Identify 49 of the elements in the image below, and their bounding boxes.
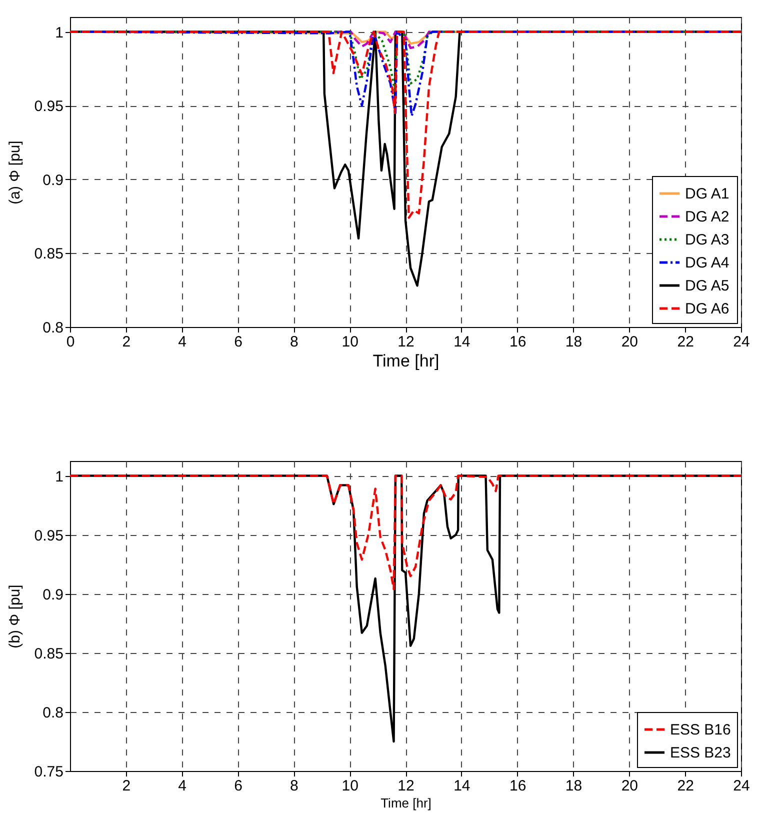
y-tick-label: 0.95	[34, 98, 64, 116]
x-tick-label: 8	[290, 334, 298, 350]
y-tick-label: 0.8	[42, 320, 64, 336]
y-axis-title: (b) Φ [pu]	[6, 584, 24, 648]
legend-label: DG A1	[685, 186, 730, 202]
x-tick-label: 22	[677, 334, 694, 350]
legend-label: ESS B16	[670, 722, 731, 738]
x-tick-label: 18	[565, 778, 582, 794]
x-axis-title: Time [hr]	[380, 796, 432, 810]
x-tick-label: 14	[454, 778, 470, 794]
x-tick-label: 24	[733, 334, 750, 350]
y-tick-label: 1	[55, 468, 64, 486]
x-tick-label: 18	[565, 334, 582, 350]
x-tick-label: 16	[509, 778, 526, 794]
x-tick-label: 4	[178, 778, 187, 794]
x-tick-label: 20	[621, 334, 638, 350]
x-tick-label: 10	[342, 778, 358, 794]
x-tick-label: 6	[234, 334, 242, 350]
x-tick-label: 12	[398, 778, 414, 794]
y-tick-label: 1	[55, 24, 64, 42]
x-tick-label: 2	[122, 334, 131, 350]
legend-label: DG A5	[685, 278, 730, 294]
line-series	[70, 474, 741, 590]
y-tick-label: 0.75	[34, 764, 64, 780]
y-tick-label: 0.8	[42, 704, 64, 722]
x-tick-label: 22	[677, 778, 694, 794]
x-tick-label: 8	[290, 778, 298, 794]
x-tick-label: 14	[454, 334, 470, 350]
x-tick-label: 24	[733, 778, 750, 794]
legend-label: DG A6	[685, 300, 730, 318]
x-axis-title: Time [hr]	[372, 352, 440, 370]
x-tick-label: 6	[234, 778, 242, 794]
y-tick-label: 0.9	[42, 172, 64, 189]
x-tick-label: 10	[342, 334, 358, 350]
x-tick-label: 2	[122, 778, 131, 794]
x-tick-label: 4	[178, 334, 187, 350]
y-tick-label: 0.9	[42, 586, 64, 604]
legend-label: DG A2	[685, 208, 730, 226]
y-tick-label: 0.95	[34, 527, 64, 544]
legend-label: DG A3	[685, 232, 730, 248]
x-tick-label: 12	[398, 334, 414, 350]
x-tick-label: 0	[66, 334, 75, 350]
y-tick-label: 0.85	[34, 246, 64, 263]
x-tick-label: 20	[621, 778, 638, 794]
legend-label: ESS B23	[670, 744, 731, 762]
legend-label: DG A4	[685, 254, 730, 272]
y-tick-label: 0.85	[34, 645, 64, 662]
x-tick-label: 16	[509, 334, 526, 350]
y-axis-title: (a) Φ [pu]	[6, 140, 24, 204]
